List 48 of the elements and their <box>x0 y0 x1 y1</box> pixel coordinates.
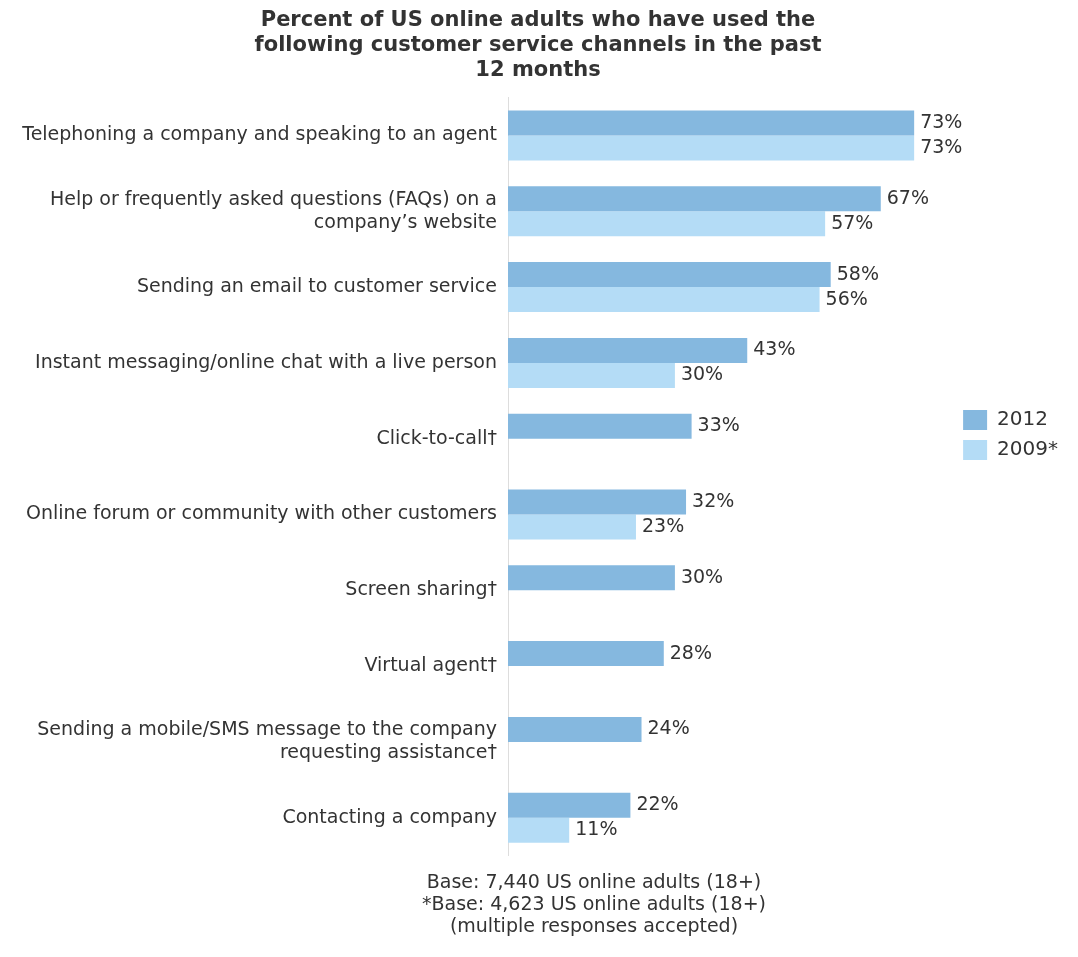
data-label: 11% <box>575 817 618 840</box>
y-tick-label: Help or frequently asked questions (FAQs) on a company’s website <box>49 186 497 232</box>
data-label: 73% <box>920 109 963 132</box>
bar <box>508 489 687 515</box>
data-label: 43% <box>753 337 796 360</box>
data-label: 57% <box>831 210 874 233</box>
y-tick-label: Sending an email to customer service <box>136 274 497 297</box>
chart-title: Percent of US online adults who have used the following customer service channels in the past 12 months <box>254 7 822 82</box>
bar <box>508 716 642 742</box>
text: *Base: 4,623 US online adults (18+) <box>421 892 767 914</box>
y-tick-label: Online forum or community with other customers <box>25 501 497 524</box>
data-label: 67% <box>886 185 930 208</box>
bar <box>508 110 915 136</box>
data-label: 30% <box>680 362 724 385</box>
y-tick-label: Instant messaging/online chat with a live person <box>35 349 497 372</box>
bar <box>508 362 675 388</box>
bar <box>508 337 748 363</box>
text: (multiple responses accepted) <box>448 914 740 936</box>
bar <box>508 641 664 667</box>
data-label: 33% <box>697 413 740 436</box>
y-tick-label: Click-to-call† <box>376 425 497 448</box>
bar <box>508 817 570 843</box>
bar <box>508 565 675 591</box>
bar <box>508 186 881 212</box>
y-tick-label: Telephoning a company and speaking to an agent <box>21 122 497 145</box>
y-tick-label: Screen sharing† <box>345 577 497 600</box>
y-tick-label: Virtual agent† <box>364 653 497 676</box>
data-label: 22% <box>636 792 679 815</box>
data-label: 23% <box>641 513 685 536</box>
data-label: 56% <box>825 286 868 309</box>
data-label: 58% <box>836 261 879 284</box>
data-label: 24% <box>647 716 690 739</box>
bar <box>508 211 826 237</box>
bar <box>508 413 692 439</box>
bar <box>508 287 820 313</box>
data-label: 30% <box>680 564 724 587</box>
bar <box>508 135 915 161</box>
bar <box>508 262 831 288</box>
bar <box>508 514 636 540</box>
text: Base: 7,440 US online adults (18+) <box>425 870 763 892</box>
legend-label: 2009* <box>997 436 1059 461</box>
y-tick-label: Contacting a company <box>282 804 497 827</box>
legend-label: 2012 <box>997 406 1049 431</box>
data-label: 73% <box>920 134 963 157</box>
data-label: 32% <box>692 488 735 511</box>
data-label: 28% <box>669 640 713 663</box>
bar <box>508 792 631 818</box>
y-tick-label: Sending a mobile/SMS message to the company requesting assistance† <box>37 717 497 763</box>
